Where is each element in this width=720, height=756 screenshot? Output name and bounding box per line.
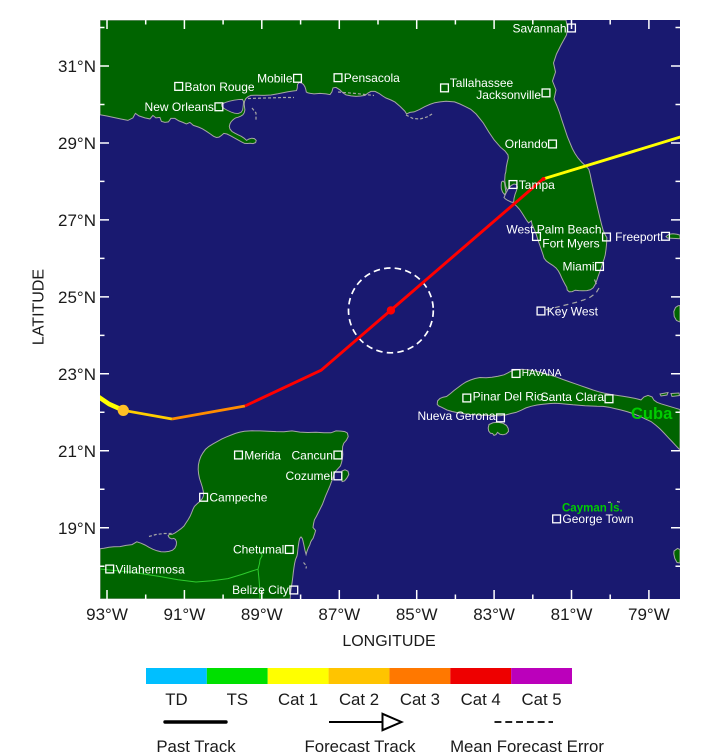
svg-text:Chetumal: Chetumal — [233, 543, 284, 557]
svg-text:Key West: Key West — [547, 305, 599, 319]
svg-text:Pinar Del Rio: Pinar Del Rio — [473, 390, 544, 404]
svg-text:Cat 4: Cat 4 — [461, 690, 501, 709]
svg-text:Cuba: Cuba — [631, 405, 673, 423]
svg-text:Campeche: Campeche — [209, 491, 267, 505]
svg-text:19°N: 19°N — [58, 519, 96, 538]
svg-text:West Palm Beach: West Palm Beach — [506, 223, 601, 237]
svg-text:25°N: 25°N — [58, 288, 96, 307]
svg-text:Tallahassee: Tallahassee — [450, 76, 514, 90]
svg-text:Mobile: Mobile — [257, 72, 293, 86]
svg-text:Savannah: Savannah — [512, 22, 566, 36]
svg-text:Nueva Gerona: Nueva Gerona — [417, 409, 495, 423]
svg-text:85°W: 85°W — [396, 605, 438, 624]
svg-text:93°W: 93°W — [86, 605, 128, 624]
svg-text:23°N: 23°N — [58, 365, 96, 384]
svg-text:21°N: 21°N — [58, 442, 96, 461]
svg-text:Tampa: Tampa — [519, 178, 555, 192]
svg-text:TS: TS — [227, 690, 248, 709]
svg-text:Pensacola: Pensacola — [344, 71, 400, 85]
svg-text:83°W: 83°W — [473, 605, 515, 624]
svg-text:Cancun: Cancun — [292, 449, 333, 463]
svg-text:George Town: George Town — [562, 512, 633, 526]
svg-text:Past Track: Past Track — [156, 737, 236, 756]
svg-text:Merida: Merida — [244, 449, 281, 463]
svg-text:Baton Rouge: Baton Rouge — [185, 80, 255, 94]
svg-text:Villahermosa: Villahermosa — [116, 563, 185, 577]
svg-text:27°N: 27°N — [58, 211, 96, 230]
svg-text:TD: TD — [165, 690, 187, 709]
svg-text:Cat 3: Cat 3 — [400, 690, 440, 709]
svg-text:HAVANA: HAVANA — [522, 368, 562, 379]
svg-text:Freeport: Freeport — [615, 230, 661, 244]
svg-text:Belize City: Belize City — [232, 583, 289, 597]
svg-text:New Orleans: New Orleans — [145, 100, 214, 114]
svg-text:81°W: 81°W — [551, 605, 593, 624]
svg-text:Mean Forecast Error: Mean Forecast Error — [450, 737, 604, 756]
svg-text:Orlando: Orlando — [505, 137, 548, 151]
svg-text:Fort Myers: Fort Myers — [542, 237, 599, 251]
svg-text:Cat 2: Cat 2 — [339, 690, 379, 709]
svg-text:LONGITUDE: LONGITUDE — [342, 633, 435, 650]
svg-text:Jacksonville: Jacksonville — [476, 88, 541, 102]
svg-text:87°W: 87°W — [318, 605, 360, 624]
svg-text:89°W: 89°W — [241, 605, 283, 624]
svg-text:Miami: Miami — [563, 260, 595, 274]
svg-text:Cat 1: Cat 1 — [278, 690, 318, 709]
svg-text:LATITUDE: LATITUDE — [31, 269, 48, 345]
svg-text:Cayman Is.: Cayman Is. — [562, 503, 623, 515]
svg-text:91°W: 91°W — [164, 605, 206, 624]
svg-text:Forecast Track: Forecast Track — [305, 737, 417, 756]
svg-text:79°W: 79°W — [628, 605, 670, 624]
svg-text:Santa Clara: Santa Clara — [541, 390, 605, 404]
svg-text:31°N: 31°N — [58, 57, 96, 76]
svg-text:Cat 5: Cat 5 — [522, 690, 562, 709]
svg-text:Cozumel: Cozumel — [286, 469, 333, 483]
svg-text:29°N: 29°N — [58, 134, 96, 153]
